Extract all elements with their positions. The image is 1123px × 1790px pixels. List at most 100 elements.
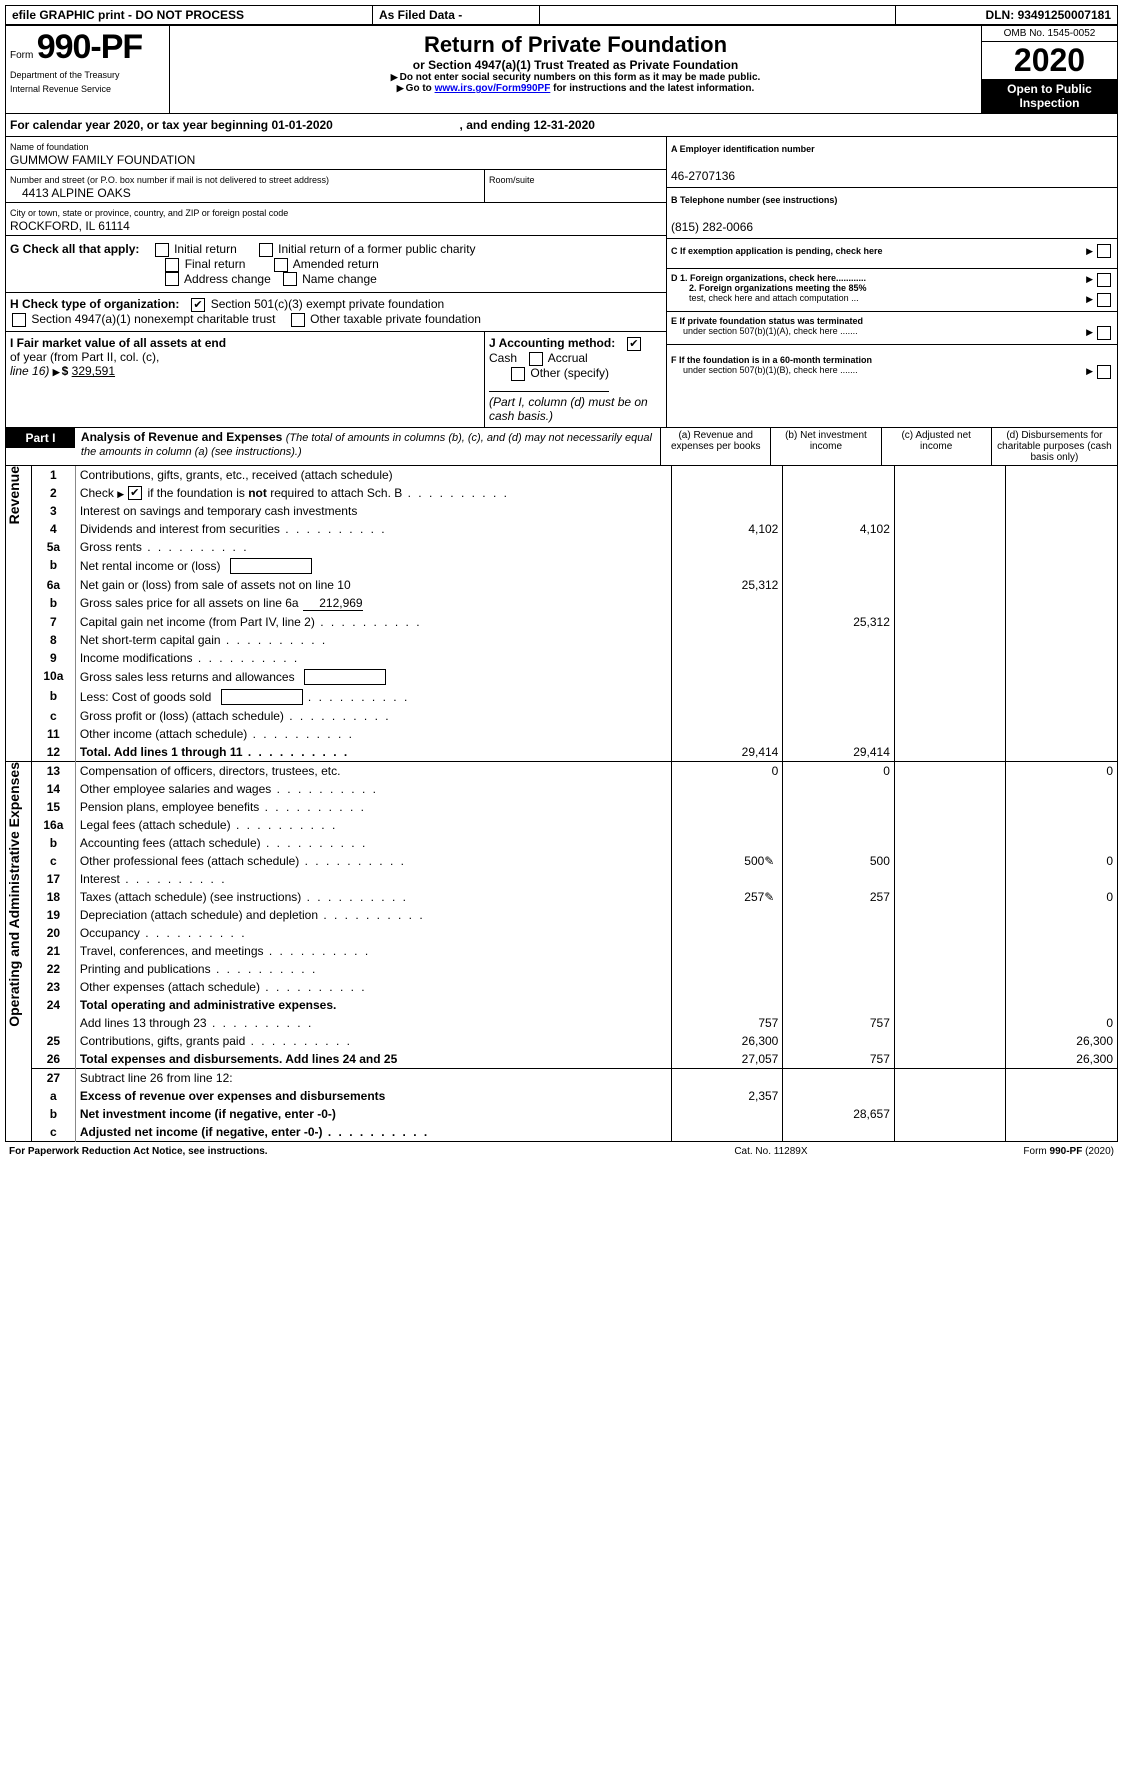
chk-initial-former[interactable] [259, 243, 273, 257]
section-i: I Fair market value of all assets at end… [6, 332, 485, 427]
col-c-val [894, 834, 1006, 852]
section-g: G Check all that apply: Initial return I… [6, 236, 666, 293]
col-a-val [671, 942, 783, 960]
phone-label: B Telephone number (see instructions) [671, 195, 837, 205]
row-desc: Capital gain net income (from Part IV, l… [75, 613, 671, 631]
efile-notice: efile GRAPHIC print - DO NOT PROCESS [6, 6, 373, 25]
row-num: 14 [31, 780, 75, 798]
chk-85pct[interactable] [1097, 293, 1111, 307]
col-c-val [894, 520, 1006, 538]
form-subtitle: or Section 4947(a)(1) Trust Treated as P… [174, 58, 977, 72]
row-num: 12 [31, 743, 75, 762]
chk-cash[interactable] [627, 337, 641, 351]
chk-initial-return[interactable] [155, 243, 169, 257]
col-c-val [894, 1105, 1006, 1123]
row-num: 1 [31, 466, 75, 484]
col-c-val [894, 1123, 1006, 1142]
col-a-val [671, 707, 783, 725]
row-desc: Gross profit or (loss) (attach schedule) [75, 707, 671, 725]
col-a-val [671, 1105, 783, 1123]
attachment-icon[interactable]: ✎ [764, 854, 774, 868]
col-b-val [783, 780, 895, 798]
chk-schb[interactable] [128, 486, 142, 500]
chk-foreign-org[interactable] [1097, 273, 1111, 287]
row-num: 19 [31, 906, 75, 924]
col-c-val [894, 667, 1006, 687]
chk-accrual[interactable] [529, 352, 543, 366]
col-a-val: 757 [671, 1014, 783, 1032]
row-num: b [31, 834, 75, 852]
col-b-val [783, 649, 895, 667]
col-d-val [1006, 870, 1118, 888]
irs-link[interactable]: www.irs.gov/Form990PF [435, 83, 551, 94]
chk-final-return[interactable] [165, 258, 179, 272]
attachment-icon[interactable]: ✎ [764, 890, 774, 904]
row-num: 23 [31, 978, 75, 996]
col-d-val: 26,300 [1006, 1050, 1118, 1069]
col-c-val [894, 762, 1006, 781]
chk-501c3[interactable] [191, 298, 205, 312]
col-d-val [1006, 725, 1118, 743]
row-num: b [31, 556, 75, 576]
row-desc: Gross sales price for all assets on line… [75, 594, 671, 613]
col-d-val [1006, 484, 1118, 503]
section-e: E If private foundation status was termi… [667, 311, 1117, 344]
col-a-val [671, 466, 783, 484]
col-c-val [894, 942, 1006, 960]
col-a-val [671, 631, 783, 649]
col-a-val [671, 780, 783, 798]
chk-other-taxable[interactable] [291, 313, 305, 327]
col-c-header: (c) Adjusted net income [881, 428, 991, 466]
revenue-label: Revenue [6, 466, 22, 524]
col-d-val: 0 [1006, 852, 1118, 870]
col-c-val [894, 707, 1006, 725]
section-j: J Accounting method: Cash Accrual Other … [485, 332, 667, 427]
col-d-val [1006, 502, 1118, 520]
chk-name-change[interactable] [283, 272, 297, 286]
goto-line: Go to www.irs.gov/Form990PF for instruct… [174, 83, 977, 94]
ssn-warning: Do not enter social security numbers on … [174, 72, 977, 83]
chk-507b1b[interactable] [1097, 365, 1111, 379]
row-num: 3 [31, 502, 75, 520]
col-b-val [783, 924, 895, 942]
col-a-val [671, 725, 783, 743]
chk-507b1a[interactable] [1097, 326, 1111, 340]
row-desc: Other professional fees (attach schedule… [75, 852, 671, 870]
row-desc: Occupancy [75, 924, 671, 942]
row-desc: Total expenses and disbursements. Add li… [75, 1050, 671, 1069]
col-d-val: 26,300 [1006, 1032, 1118, 1050]
name-label: Name of foundation [10, 142, 89, 152]
row-num: 18 [31, 888, 75, 906]
col-a-val: 27,057 [671, 1050, 783, 1069]
section-c: C If exemption application is pending, c… [667, 239, 1117, 269]
col-d-val [1006, 466, 1118, 484]
col-a-val: 26,300 [671, 1032, 783, 1050]
row-num: 20 [31, 924, 75, 942]
row-num: 2 [31, 484, 75, 503]
col-a-val [671, 687, 783, 707]
col-d-val [1006, 631, 1118, 649]
chk-exemption-pending[interactable] [1097, 244, 1111, 258]
row-desc: Compensation of officers, directors, tru… [75, 762, 671, 781]
col-d-val [1006, 538, 1118, 556]
row-num: 15 [31, 798, 75, 816]
row-desc: Adjusted net income (if negative, enter … [75, 1123, 671, 1142]
chk-4947a1[interactable] [12, 313, 26, 327]
col-c-val [894, 960, 1006, 978]
row-desc: Taxes (attach schedule) (see instruction… [75, 888, 671, 906]
chk-amended[interactable] [274, 258, 288, 272]
part1-label: Part I [6, 428, 75, 448]
col-c-val [894, 1087, 1006, 1105]
omb-number: OMB No. 1545-0052 [982, 26, 1117, 42]
row-desc: Contributions, gifts, grants, etc., rece… [75, 466, 671, 484]
col-b-val: 757 [783, 1050, 895, 1069]
row-num: b [31, 1105, 75, 1123]
chk-address-change[interactable] [165, 272, 179, 286]
col-d-val [1006, 924, 1118, 942]
chk-other-method[interactable] [511, 367, 525, 381]
row-desc: Subtract line 26 from line 12: [75, 1069, 671, 1088]
foundation-name: GUMMOW FAMILY FOUNDATION [10, 153, 195, 167]
row-num: b [31, 687, 75, 707]
col-c-val [894, 484, 1006, 503]
col-b-val [783, 538, 895, 556]
